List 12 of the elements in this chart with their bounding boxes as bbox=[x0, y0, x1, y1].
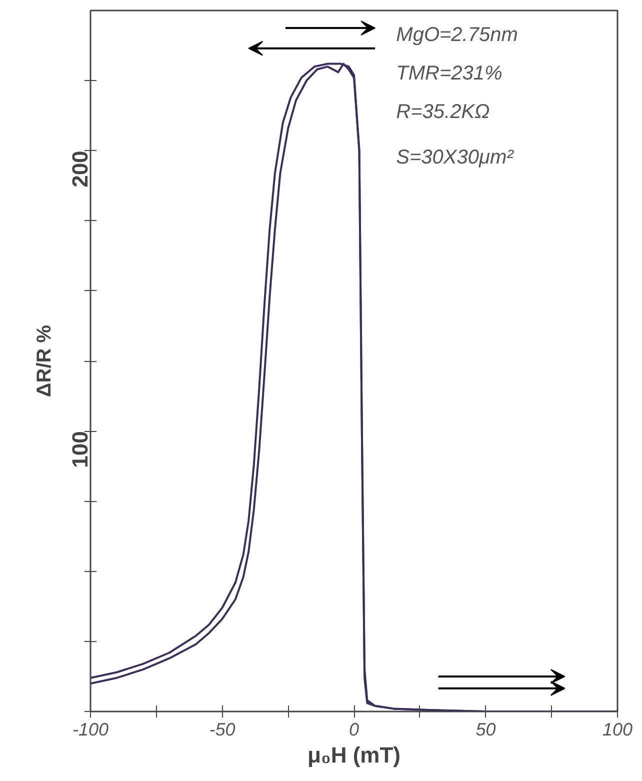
annotation: TMR=231% bbox=[396, 62, 502, 85]
x-axis-title: μ₀H (mT) bbox=[307, 742, 401, 768]
annotation: S=30X30μm² bbox=[396, 146, 515, 169]
x-tick-label: 100 bbox=[602, 720, 633, 740]
x-tick-label: -50 bbox=[209, 720, 236, 740]
y-tick-label: 200 bbox=[68, 150, 92, 188]
annotation: MgO=2.75nm bbox=[396, 24, 518, 46]
y-axis-title: ΔR/R % bbox=[34, 324, 56, 398]
annotation: R=35.2KΩ bbox=[396, 101, 490, 124]
x-tick-label: 0 bbox=[348, 720, 360, 740]
x-tick-label: 50 bbox=[476, 720, 496, 740]
x-tick-label: -100 bbox=[72, 720, 109, 740]
